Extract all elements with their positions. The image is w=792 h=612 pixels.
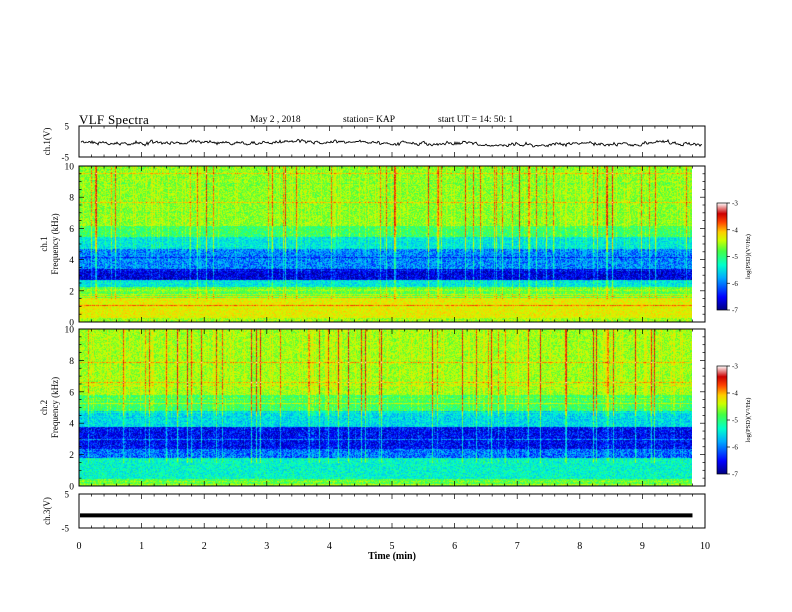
ch2-spectrogram-y-tick-label: 0 [69, 483, 74, 493]
x-tick-label: 3 [264, 541, 269, 552]
station-label: station= KAP [343, 115, 396, 125]
ch1-spectrogram-y-tick-label: 2 [69, 287, 74, 297]
ch1-waveform-y-tick-label: -5 [62, 153, 70, 163]
ch2-spectrogram-colorbar [716, 365, 728, 475]
ch2-spectrogram-colorbar-tick-label: -4 [732, 390, 738, 398]
x-tick-label: 5 [390, 541, 395, 552]
ch1-spectrogram-colorbar-tick-label: -6 [732, 280, 738, 288]
x-tick-label: 2 [202, 541, 207, 552]
ch1-spectrogram-colorbar-tick-label: -5 [732, 253, 738, 261]
ch3-waveform-y-tick-label: 5 [65, 490, 70, 500]
date-label: May 2 , 2018 [250, 115, 301, 125]
x-tick-label: 6 [452, 541, 457, 552]
ch1-spectrogram-colorbar-tick-label: -7 [732, 307, 738, 315]
x-tick-label: 9 [640, 541, 645, 552]
x-tick-label: 10 [700, 541, 710, 552]
ch1-spectrogram-colorbar-label: log(PSD)(V²/Hz) [745, 234, 752, 279]
ch2-spectrogram-y-tick-label: 8 [69, 357, 74, 367]
ch1-waveform-y-axis-label: ch.1(V) [42, 128, 52, 156]
ch2-spectrogram-colorbar-tick-label: -3 [732, 363, 738, 371]
ch2-spectrogram-y-tick-label: 10 [65, 326, 75, 336]
ch1-waveform-series [80, 138, 703, 148]
ch2-spectrogram-colorbar-label: log(PSD)(V²/Hz) [745, 398, 752, 443]
x-tick-label: 0 [77, 541, 82, 552]
ch1-waveform-y-tick-label: 5 [65, 122, 70, 132]
start-time-label: start UT = 14: 50: 1 [438, 115, 514, 125]
ch3-waveform-y-tick-label: -5 [62, 524, 70, 534]
ch2-spectrogram-y-axis-label-frequency: Frequency (kHz) [50, 377, 60, 438]
ch2-spectrogram-colorbar-tick-label: -7 [732, 471, 738, 479]
ch1-spectrogram-y-axis-label-frequency: Frequency (kHz) [50, 213, 60, 274]
ch1-spectrogram-colorbar-tick-label: -4 [732, 226, 738, 234]
ch1-spectrogram-colorbar-tick-label: -3 [732, 200, 738, 208]
spectrogram-ch2-image [79, 329, 692, 486]
ch2-spectrogram-y-tick-label: 2 [69, 451, 74, 461]
ch2-spectrogram-y-tick-label: 6 [69, 388, 74, 398]
ch2-spectrogram-y-axis-label-channel: ch.2 [39, 400, 49, 415]
ch1-spectrogram-y-tick-label: 10 [65, 163, 75, 173]
figure-title: VLF Spectra [79, 112, 150, 127]
ch1-spectrogram-y-axis-label-channel: ch.1 [39, 236, 49, 251]
ch2-spectrogram-colorbar-tick-label: -6 [732, 444, 738, 452]
x-tick-label: 8 [577, 541, 582, 552]
ch3-waveform-frame [78, 493, 706, 529]
ch3-waveform-y-axis-label: ch.3(V) [42, 497, 52, 525]
ch1-spectrogram-y-tick-label: 0 [69, 319, 74, 329]
ch2-spectrogram-y-tick-label: 4 [69, 420, 74, 430]
ch1-spectrogram-y-tick-label: 6 [69, 225, 74, 235]
spectrogram-ch1-image [79, 166, 692, 322]
x-tick-label: 1 [139, 541, 144, 552]
ch2-spectrogram-colorbar-tick-label: -5 [732, 417, 738, 425]
ch1-spectrogram-y-tick-label: 4 [69, 256, 74, 266]
ch1-spectrogram-y-tick-label: 8 [69, 194, 74, 204]
x-axis-title: Time (min) [368, 551, 416, 562]
ch1-spectrogram-colorbar [716, 202, 728, 311]
x-tick-label: 7 [515, 541, 520, 552]
x-tick-label: 4 [327, 541, 332, 552]
